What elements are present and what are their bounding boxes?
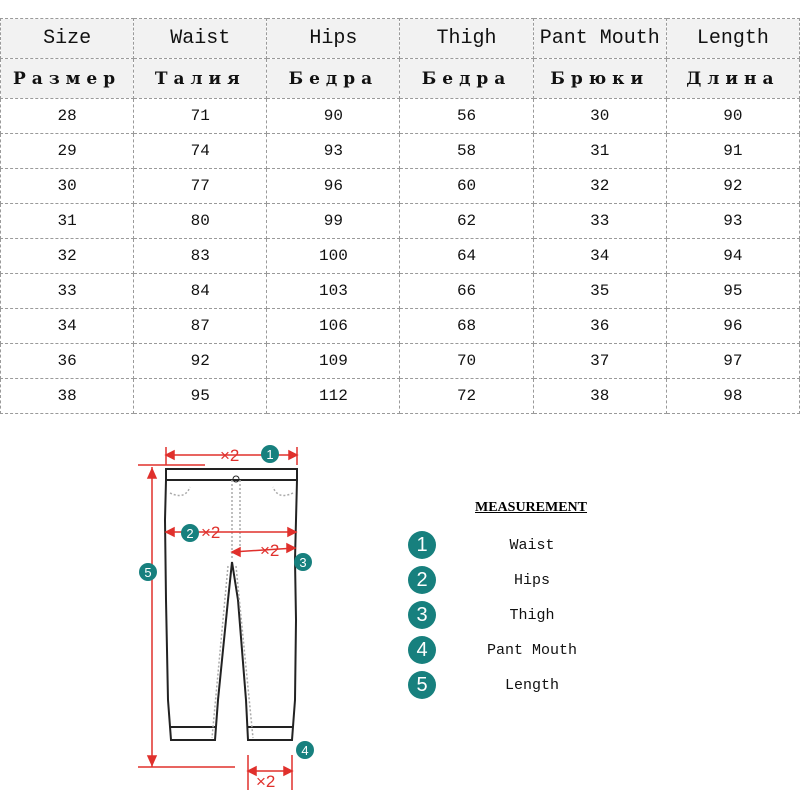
table-cell: 36 xyxy=(532,308,667,344)
table-cell: 74 xyxy=(133,133,268,169)
table-cell: Длина xyxy=(665,58,800,99)
table-cell: 30 xyxy=(0,168,135,204)
table-cell: 36 xyxy=(0,343,135,379)
table-cell: 95 xyxy=(133,378,268,414)
number-badge: 4 xyxy=(408,636,436,664)
number-badge: 1 xyxy=(408,531,436,559)
table-cell: 93 xyxy=(266,133,401,169)
table-cell: 83 xyxy=(133,238,268,274)
legend-item: 5 Length xyxy=(408,671,668,701)
table-cell: 100 xyxy=(266,238,401,274)
table-cell: 99 xyxy=(266,203,401,239)
legend-item: 1 Waist xyxy=(408,531,668,561)
table-cell: 38 xyxy=(532,378,667,414)
table-cell: 62 xyxy=(399,203,534,239)
table-cell: 84 xyxy=(133,273,268,309)
table-cell: 37 xyxy=(532,343,667,379)
header-row: Размер Талия Бедра Бедра Брюки Длина xyxy=(0,58,800,99)
legend-label: Hips xyxy=(513,572,550,589)
multiplier-label: ×2 xyxy=(220,446,239,465)
table-cell: Бедра xyxy=(266,58,401,99)
table-row: 33 84 103 66 35 95 xyxy=(0,273,800,309)
table-cell: 106 xyxy=(266,308,401,344)
number-badge: 5 xyxy=(408,671,436,699)
measurement-arrows xyxy=(138,447,299,790)
table-cell: Length xyxy=(665,18,800,59)
multiplier-label: ×2 xyxy=(256,772,275,791)
table-cell: 80 xyxy=(133,203,268,239)
table-row: 32 83 100 64 34 94 xyxy=(0,238,800,274)
table-cell: 96 xyxy=(266,168,401,204)
table-cell: 64 xyxy=(399,238,534,274)
table-cell: Брюки xyxy=(532,58,667,99)
table-cell: 29 xyxy=(0,133,135,169)
table-row: 36 92 109 70 37 97 xyxy=(0,343,800,379)
table-cell: Размер xyxy=(0,58,135,99)
table-cell: Thigh xyxy=(399,18,534,59)
multiplier-label: ×2 xyxy=(260,541,279,560)
table-row: 34 87 106 68 36 96 xyxy=(0,308,800,344)
table-cell: 38 xyxy=(0,378,135,414)
table-cell: 70 xyxy=(399,343,534,379)
number-badge: 2 xyxy=(408,566,436,594)
marker-1: 1 xyxy=(266,447,273,462)
marker-5: 5 xyxy=(144,565,151,580)
legend-item: 2 Hips xyxy=(408,566,668,596)
table-cell: 72 xyxy=(399,378,534,414)
table-cell: 94 xyxy=(665,238,800,274)
table-row: 38 95 112 72 38 98 xyxy=(0,378,800,414)
table-cell: 98 xyxy=(665,378,800,414)
table-cell: Pant Mouth xyxy=(532,18,667,59)
legend-item: 3 Thigh xyxy=(408,601,668,631)
legend-title: MEASUREMENT xyxy=(475,500,588,515)
table-cell: 34 xyxy=(0,308,135,344)
table-row: 29 74 93 58 31 91 xyxy=(0,133,800,169)
legend-item: 4 Pant Mouth xyxy=(408,636,668,666)
table-cell: 31 xyxy=(532,133,667,169)
marker-4: 4 xyxy=(301,743,308,758)
table-cell: 66 xyxy=(399,273,534,309)
pants-outline xyxy=(163,468,298,741)
legend-label: Waist xyxy=(509,537,555,554)
table-cell: Талия xyxy=(133,58,268,99)
table-cell: 32 xyxy=(0,238,135,274)
table-cell: 90 xyxy=(665,98,800,134)
legend-label: Thigh xyxy=(509,607,555,624)
table-cell: 103 xyxy=(266,273,401,309)
table-cell: 91 xyxy=(665,133,800,169)
marker-3: 3 xyxy=(299,555,306,570)
legend-label: Pant Mouth xyxy=(486,642,577,659)
size-chart-table: Size Waist Hips Thigh Pant Mouth Length Размер… xyxy=(0,18,800,414)
table-row: 28 71 90 56 30 90 xyxy=(0,98,800,134)
table-cell: 71 xyxy=(133,98,268,134)
number-badge: 3 xyxy=(408,601,436,629)
legend-label: Length xyxy=(504,677,559,694)
multiplier-label: ×2 xyxy=(201,523,220,542)
table-cell: Size xyxy=(0,18,135,59)
table-cell: 58 xyxy=(399,133,534,169)
table-cell: Бедра xyxy=(399,58,534,99)
table-cell: 112 xyxy=(266,378,401,414)
marker-2: 2 xyxy=(186,526,193,541)
table-cell: 90 xyxy=(266,98,401,134)
table-cell: 92 xyxy=(665,168,800,204)
header-row: Size Waist Hips Thigh Pant Mouth Length xyxy=(0,18,800,59)
